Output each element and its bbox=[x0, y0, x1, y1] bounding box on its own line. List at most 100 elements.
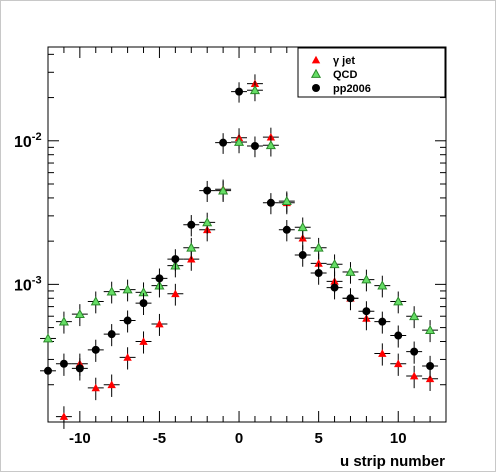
series-qcd bbox=[40, 80, 439, 351]
data-point bbox=[406, 365, 423, 389]
x-tick-label: 0 bbox=[235, 430, 243, 447]
data-marker-triangle bbox=[171, 289, 180, 298]
data-marker-triangle bbox=[310, 68, 322, 78]
data-point bbox=[326, 277, 343, 300]
data-marker-circle bbox=[330, 283, 339, 292]
data-point bbox=[278, 191, 295, 213]
data-point bbox=[422, 320, 439, 343]
data-point bbox=[199, 180, 216, 202]
data-point bbox=[374, 311, 391, 334]
data-marker-triangle bbox=[202, 217, 213, 227]
data-marker-triangle bbox=[107, 380, 116, 389]
data-point bbox=[294, 217, 311, 239]
data-point bbox=[151, 268, 168, 291]
y-tick-label: 10-2 bbox=[14, 131, 42, 151]
data-marker-triangle bbox=[378, 349, 387, 357]
data-marker-triangle bbox=[409, 310, 420, 321]
data-marker-triangle bbox=[123, 353, 132, 361]
data-point bbox=[103, 281, 120, 304]
data-point bbox=[247, 136, 263, 158]
data-marker-triangle bbox=[249, 84, 261, 95]
data-point bbox=[119, 279, 136, 302]
data-marker-triangle bbox=[409, 371, 419, 380]
data-point bbox=[167, 249, 184, 271]
legend-entry: pp2006 bbox=[312, 83, 371, 95]
data-marker-triangle bbox=[155, 319, 164, 328]
data-marker-triangle bbox=[106, 286, 117, 296]
data-marker-triangle bbox=[42, 333, 54, 343]
data-marker-circle bbox=[378, 317, 387, 326]
data-point bbox=[374, 275, 391, 298]
data-point bbox=[40, 360, 56, 383]
legend-label: QCD bbox=[333, 69, 358, 81]
data-marker-circle bbox=[235, 87, 244, 96]
data-point bbox=[167, 283, 184, 306]
data-marker-circle bbox=[314, 268, 323, 277]
data-marker-circle bbox=[312, 84, 320, 92]
data-marker-triangle bbox=[265, 140, 276, 150]
data-marker-triangle bbox=[74, 308, 85, 319]
data-point bbox=[310, 263, 327, 285]
data-marker-triangle bbox=[393, 296, 404, 306]
data-marker-circle bbox=[219, 138, 228, 147]
data-point bbox=[342, 262, 359, 284]
y-tick-label-base: 10 bbox=[14, 134, 32, 151]
data-marker-triangle bbox=[218, 185, 229, 195]
data-marker-triangle bbox=[425, 374, 435, 383]
data-marker-circle bbox=[91, 345, 100, 354]
data-marker-circle bbox=[282, 225, 291, 234]
data-marker-circle bbox=[44, 366, 52, 375]
x-axis-label: u strip number bbox=[340, 453, 445, 470]
data-point bbox=[262, 193, 279, 215]
legend-box bbox=[297, 47, 446, 98]
data-marker-triangle bbox=[281, 195, 292, 205]
data-point bbox=[231, 82, 247, 103]
data-series bbox=[40, 74, 439, 429]
data-point bbox=[278, 220, 295, 242]
data-marker-triangle bbox=[329, 259, 340, 269]
x-tick-label: -5 bbox=[153, 430, 166, 447]
data-marker-triangle bbox=[233, 136, 245, 146]
data-point bbox=[215, 180, 232, 202]
data-point bbox=[358, 269, 375, 292]
data-marker-triangle bbox=[313, 242, 324, 252]
data-marker-triangle bbox=[91, 383, 100, 392]
data-marker-triangle bbox=[297, 222, 308, 232]
data-point bbox=[135, 331, 152, 354]
data-point bbox=[151, 313, 168, 336]
data-point bbox=[247, 80, 263, 102]
legend-label: pp2006 bbox=[333, 83, 371, 95]
data-marker-circle bbox=[187, 220, 196, 229]
data-marker-circle bbox=[139, 299, 148, 308]
data-marker-triangle bbox=[186, 242, 197, 252]
data-marker-circle bbox=[298, 251, 307, 260]
data-marker-triangle bbox=[90, 296, 101, 306]
data-marker-circle bbox=[346, 294, 355, 303]
data-point bbox=[342, 288, 359, 311]
data-point bbox=[71, 304, 88, 327]
data-marker-circle bbox=[426, 362, 435, 371]
data-marker-triangle bbox=[59, 412, 69, 420]
data-marker-triangle bbox=[122, 284, 133, 294]
x-tick-label: -10 bbox=[69, 430, 91, 447]
data-point bbox=[40, 328, 56, 351]
data-marker-circle bbox=[394, 331, 403, 340]
data-marker-circle bbox=[59, 359, 68, 368]
data-point bbox=[87, 377, 104, 401]
data-marker-circle bbox=[107, 330, 116, 339]
data-point bbox=[326, 254, 343, 276]
legend: γ jet QCD pp2006 bbox=[297, 47, 446, 98]
data-marker-circle bbox=[171, 255, 180, 264]
data-point bbox=[55, 311, 72, 334]
data-marker-circle bbox=[410, 347, 419, 356]
data-point bbox=[55, 406, 72, 429]
data-point bbox=[87, 339, 104, 362]
data-point bbox=[135, 293, 152, 316]
data-point bbox=[103, 374, 120, 397]
data-marker-triangle bbox=[314, 259, 323, 267]
legend-entry: QCD bbox=[310, 68, 358, 81]
plot-frame bbox=[47, 46, 447, 423]
data-point bbox=[374, 343, 391, 366]
data-marker-triangle bbox=[377, 280, 388, 290]
